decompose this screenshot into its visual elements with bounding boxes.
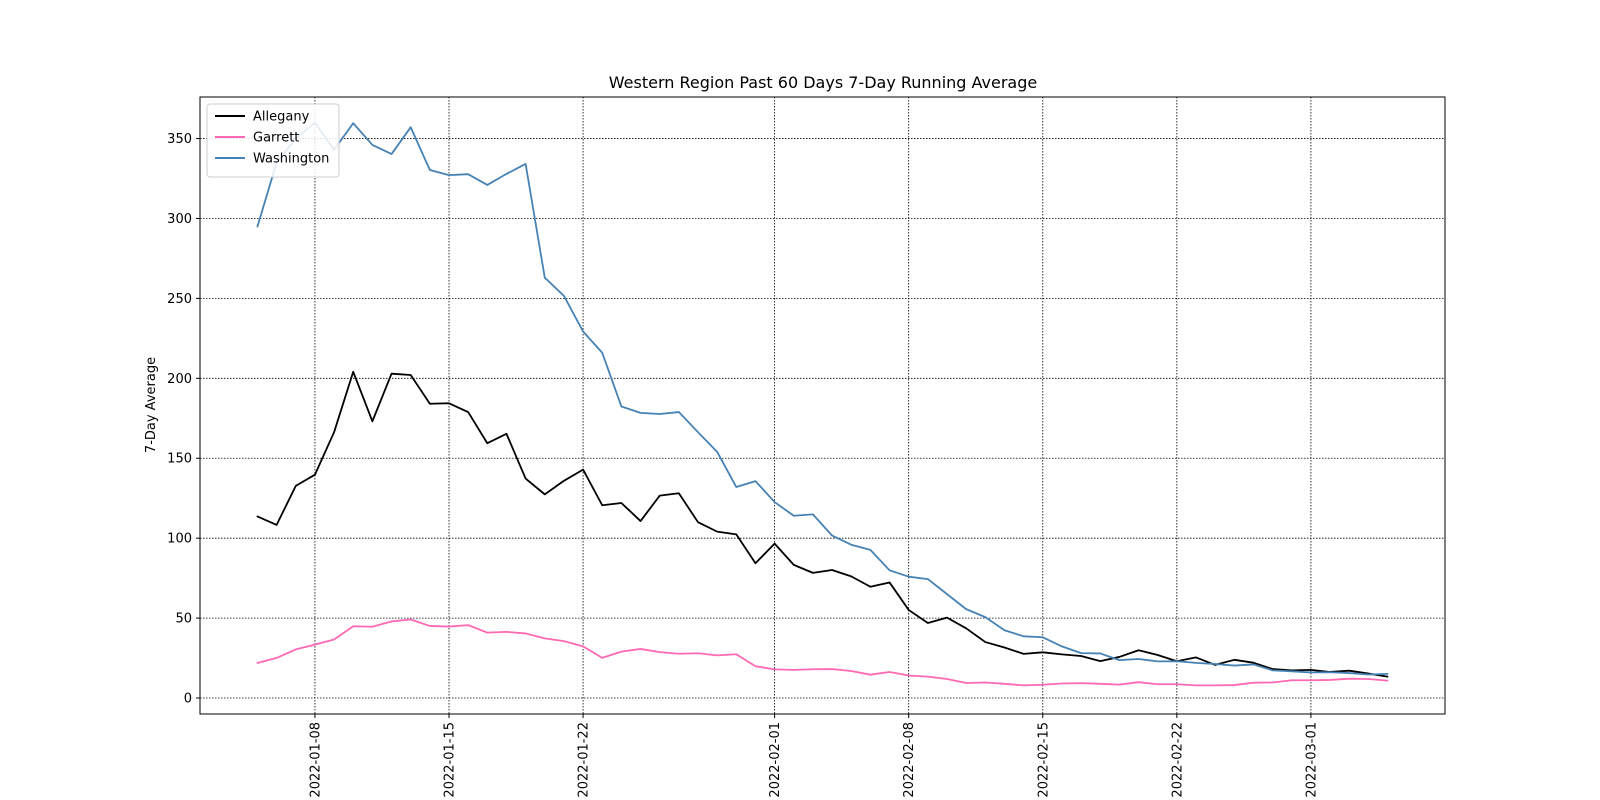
x-tick-label: 2022-02-22 xyxy=(1170,722,1185,798)
plot-area-frame xyxy=(199,96,1446,715)
x-tick-label: 2022-01-22 xyxy=(577,722,592,798)
axis-ticks: 0 50 100 150 200 250 300 350 2022-01-08 2022-01-1… xyxy=(167,132,1319,798)
y-tick-label: 250 xyxy=(167,292,192,307)
y-axis-label: 7-Day Average xyxy=(144,357,159,453)
series-lines xyxy=(256,121,1389,687)
chart-title: Western Region Past 60 Days 7-Day Runnin… xyxy=(609,73,1037,92)
y-tick-label: 150 xyxy=(167,452,192,467)
grid-lines xyxy=(200,97,1445,714)
y-tick-label: 300 xyxy=(167,212,192,227)
y-tick-label: 200 xyxy=(167,372,192,387)
legend-label: Garrett xyxy=(253,131,299,146)
y-tick-label: 50 xyxy=(175,612,192,627)
legend-label: Allegany xyxy=(253,110,310,125)
x-tick-label: 2022-02-01 xyxy=(768,722,783,798)
x-tick-label: 2022-03-01 xyxy=(1304,722,1319,798)
x-tick-label: 2022-02-08 xyxy=(902,722,917,798)
y-tick-label: 0 xyxy=(184,692,192,707)
y-tick-label: 100 xyxy=(167,532,192,547)
series-line-washington xyxy=(256,121,1389,676)
x-tick-label: 2022-02-15 xyxy=(1036,722,1051,798)
legend-label: Washington xyxy=(253,152,329,167)
series-line-garrett xyxy=(256,618,1389,687)
y-tick-label: 350 xyxy=(167,132,192,147)
series-line-allegany xyxy=(256,370,1389,678)
legend: Allegany Garrett Washington xyxy=(206,103,340,178)
x-tick-label: 2022-01-15 xyxy=(443,722,458,798)
x-tick-label: 2022-01-08 xyxy=(308,722,323,798)
